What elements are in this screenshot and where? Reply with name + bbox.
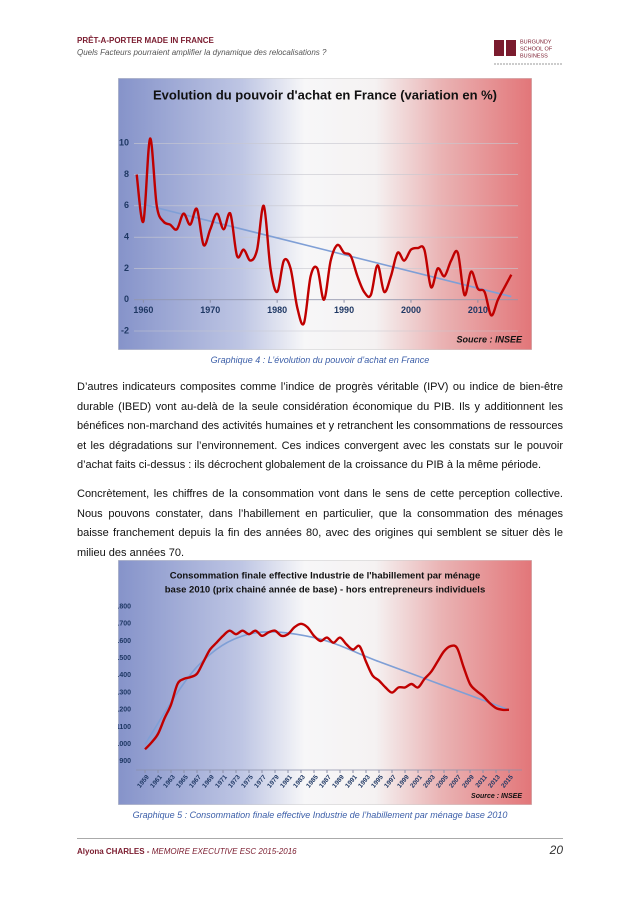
- y-tick-label: 1600: [118, 638, 131, 645]
- chart-title: Consommation finale effective Industrie …: [170, 571, 481, 582]
- chart-background: [118, 560, 532, 805]
- header-title: PRÊT-A-PORTER MADE IN FRANCE: [77, 36, 214, 45]
- data-line: [144, 622, 510, 751]
- y-tick-label: 10: [119, 138, 129, 148]
- y-tick-label: 1700: [118, 621, 131, 628]
- chart-title: Evolution du pouvoir d'achat en France (…: [153, 87, 497, 102]
- chart-veil: [118, 78, 532, 350]
- footer-doc: MEMOIRE EXECUTIVE ESC 2015-2016: [151, 847, 297, 856]
- y-tick-label: -2: [121, 325, 129, 335]
- paragraph: Concrètement, les chiffres de la consomm…: [77, 488, 563, 559]
- chart-background: [118, 78, 532, 350]
- y-tick-label: 4: [124, 232, 129, 242]
- y-tick-label: 1100: [118, 724, 131, 731]
- x-tick-label: 2010: [468, 305, 488, 315]
- chart-title: base 2010 (prix chainé année de base) - …: [165, 585, 485, 596]
- x-tick-label: 2000: [401, 305, 421, 315]
- logo-shape: [494, 40, 504, 56]
- y-tick-label: 6: [124, 200, 129, 210]
- footer-author: Alyona CHARLES -: [77, 847, 150, 856]
- y-tick-label: 1500: [118, 655, 131, 662]
- chart-source: Soucre : INSEE: [456, 334, 523, 344]
- y-tick-label: 1400: [118, 672, 131, 679]
- logo-text: SCHOOL OF: [520, 46, 553, 52]
- x-tick-label: 1960: [133, 305, 153, 315]
- data-line: [135, 137, 513, 326]
- caption: Graphique 5 : Consommation finale effect…: [132, 810, 508, 820]
- x-tick-label: 1970: [200, 305, 220, 315]
- chart: Evolution du pouvoir d'achat en France (…: [118, 78, 532, 350]
- footer-rule: [77, 838, 563, 839]
- logo: BURGUNDY SCHOOL OF BUSINESS: [494, 39, 562, 65]
- header-subtitle: Quels Facteurs pourraient amplifier la d…: [77, 48, 327, 57]
- y-tick-label: 0: [124, 294, 129, 304]
- caption: Graphique 4 : L’évolution du pouvoir d’a…: [210, 355, 430, 365]
- y-tick-label: 2: [124, 263, 129, 273]
- chart: Consommation finale effective Industrie …: [118, 560, 532, 805]
- chart-veil: [118, 560, 532, 805]
- y-tick-label: 1800: [118, 603, 131, 610]
- footer: Alyona CHARLES - MEMOIRE EXECUTIVE ESC 2…: [77, 847, 297, 856]
- x-tick-label: 1990: [334, 305, 354, 315]
- x-tick-label: 1980: [267, 305, 287, 315]
- logo-shape: [506, 40, 516, 56]
- y-tick-label: 1300: [118, 689, 131, 696]
- logo-text: BURGUNDY: [520, 39, 552, 45]
- y-tick-label: 1000: [118, 741, 131, 748]
- chart-source: Source : INSEE: [471, 793, 522, 800]
- paragraph: D’autres indicateurs composites comme l’…: [77, 381, 563, 471]
- page-number: 20: [549, 843, 563, 857]
- y-tick-label: 8: [124, 169, 129, 179]
- y-tick-label: 900: [119, 758, 131, 765]
- logo-text: BUSINESS: [520, 53, 548, 59]
